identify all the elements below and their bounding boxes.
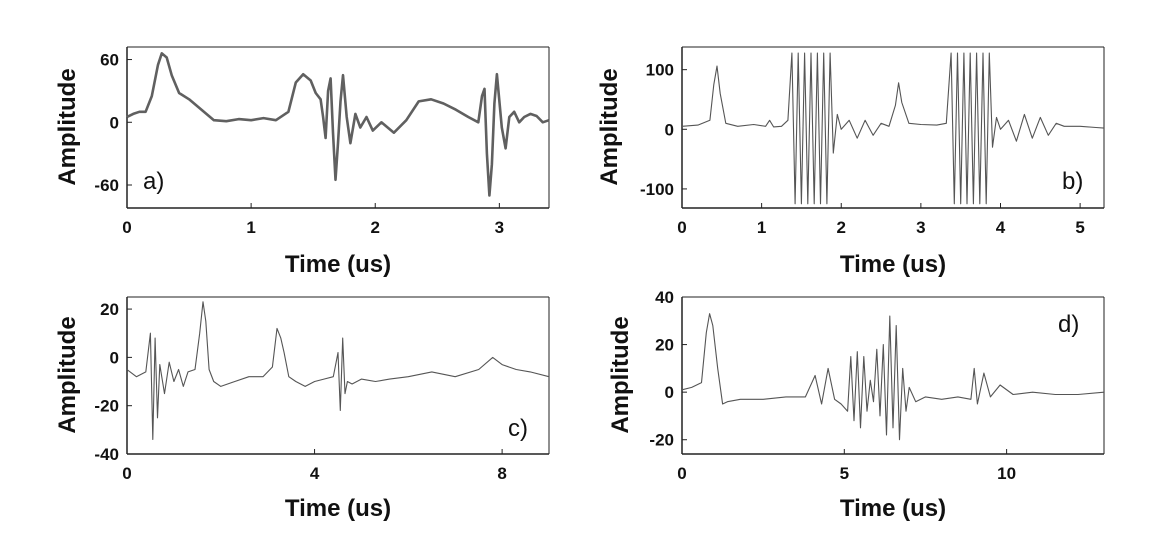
panel-a-x-tick-label: 0 <box>122 218 131 237</box>
panel-c-y-label: Amplitude <box>54 316 81 433</box>
panel-a-x-label: Time (us) <box>285 251 391 278</box>
panel-b-tag: b) <box>1062 168 1083 195</box>
panel-a-signal-line <box>126 52 550 197</box>
chart-panel-c: 0 4 8 -40 -20 0 20 c) Time (us) Amplitude <box>54 296 550 522</box>
panel-a-ticks: 0 1 2 3 -60 0 60 <box>94 51 504 237</box>
panel-d-y-tick-label: 40 <box>655 288 674 307</box>
panel-d-x-tick-label: 0 <box>677 464 686 483</box>
panel-a-x-tick-label: 1 <box>246 218 255 237</box>
panel-d-y-tick-label: 0 <box>665 383 674 402</box>
panel-c-x-label: Time (us) <box>285 495 391 522</box>
panel-c-y-tick-label: 20 <box>100 300 119 319</box>
panel-d-y-tick-label: -20 <box>649 431 674 450</box>
panel-a-y-tick-label: 60 <box>100 51 119 70</box>
panel-b-x-tick-label: 2 <box>837 218 846 237</box>
panel-b-x-tick-label: 1 <box>757 218 766 237</box>
panel-c-y-tick-label: -20 <box>94 397 119 416</box>
panel-b-x-tick-label: 0 <box>677 218 686 237</box>
panel-d-y-tick-label: 20 <box>655 336 674 355</box>
panel-c-y-tick-label: 0 <box>110 348 119 367</box>
panel-b-x-tick-label: 4 <box>996 218 1006 237</box>
panel-c-tag: c) <box>508 415 528 442</box>
panel-b-y-label: Amplitude <box>596 68 623 185</box>
panel-b-x-tick-label: 3 <box>916 218 925 237</box>
panel-d-tag: d) <box>1058 311 1079 338</box>
panel-b-y-tick-label: 100 <box>646 61 674 80</box>
panel-c-x-tick-label: 8 <box>497 464 506 483</box>
panel-a-x-tick-label: 3 <box>495 218 504 237</box>
panel-a-x-tick-label: 2 <box>371 218 380 237</box>
panel-d-x-tick-label: 5 <box>840 464 849 483</box>
panel-b-signal-line <box>681 52 1105 205</box>
panel-d-x-tick-label: 10 <box>997 464 1016 483</box>
chart-panel-a: 0 1 2 3 -60 0 60 a) Time (us) Amplitude <box>54 46 550 278</box>
panel-c-signal-line <box>126 301 550 441</box>
panel-b-y-tick-label: 0 <box>665 120 674 139</box>
panel-a-y-tick-label: 0 <box>110 113 119 132</box>
panel-b-y-tick-label: -100 <box>640 180 674 199</box>
panel-d-x-label: Time (us) <box>840 495 946 522</box>
panel-c-ticks: 0 4 8 -40 -20 0 20 <box>94 300 506 483</box>
panel-a-y-label: Amplitude <box>54 68 81 185</box>
panel-c-x-tick-label: 4 <box>310 464 320 483</box>
panel-d-y-label: Amplitude <box>607 316 634 433</box>
panel-c-y-tick-label: -40 <box>94 445 119 464</box>
panel-c-x-tick-label: 0 <box>122 464 131 483</box>
panel-a-y-tick-label: -60 <box>94 176 119 195</box>
panel-d-signal-line <box>681 313 1105 441</box>
panel-b-x-label: Time (us) <box>840 251 946 278</box>
panel-a-tag: a) <box>143 168 164 195</box>
panel-b-x-tick-label: 5 <box>1075 218 1084 237</box>
